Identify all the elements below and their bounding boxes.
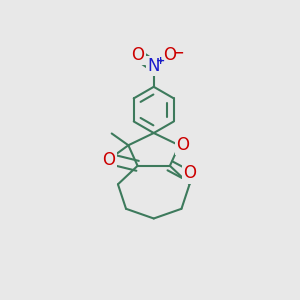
Text: N: N <box>148 57 160 75</box>
Text: −: − <box>174 46 184 59</box>
Text: O: O <box>131 46 145 64</box>
Text: O: O <box>163 46 176 64</box>
Text: +: + <box>156 56 165 66</box>
Text: O: O <box>176 136 189 154</box>
Text: O: O <box>183 164 196 182</box>
Text: O: O <box>102 151 116 169</box>
